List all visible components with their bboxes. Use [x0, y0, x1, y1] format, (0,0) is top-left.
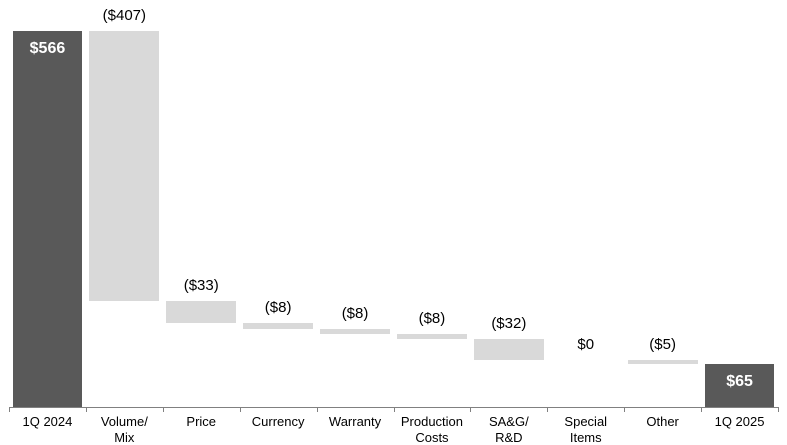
- x-axis-label-volume-mix: Volume/ Mix: [100, 414, 148, 445]
- x-axis-tick: [85, 407, 87, 412]
- value-label-other: ($5): [649, 336, 676, 354]
- x-axis-label-currency: Currency: [251, 414, 305, 429]
- value-label-production-costs: ($8): [418, 309, 446, 327]
- bar-currency: [243, 323, 314, 329]
- bar-1q-2025: [704, 363, 775, 407]
- bar-price: [166, 301, 237, 324]
- x-axis-tick: [701, 407, 703, 412]
- x-axis-label-sa-g-r-d: SA&G/ R&D: [488, 414, 529, 445]
- x-axis-tick: [778, 407, 779, 412]
- value-label-1q-2025: $65: [726, 372, 753, 390]
- x-axis-tick: [9, 407, 10, 412]
- value-label-currency: ($8): [264, 299, 292, 317]
- x-axis-tick: [316, 407, 318, 412]
- x-axis-tick: [162, 407, 164, 412]
- x-axis-tick: [239, 407, 241, 412]
- value-label-special-items: $0: [577, 336, 595, 354]
- x-axis-label-1q-2025: 1Q 2025: [714, 414, 765, 429]
- bar-sa-g-r-d: [473, 339, 544, 361]
- x-axis-label-price: Price: [186, 414, 217, 429]
- value-label-warranty: ($8): [341, 304, 369, 322]
- x-axis-label-other: Other: [646, 414, 679, 429]
- value-label-1q-2024: $566: [29, 40, 66, 57]
- value-label-sa-g-r-d: ($32): [491, 315, 527, 333]
- x-axis-label-1q-2024: 1Q 2024: [22, 414, 73, 429]
- x-axis-tick: [547, 407, 549, 412]
- bar-warranty: [320, 328, 390, 334]
- x-axis-label-production-costs: Production Costs: [400, 414, 464, 445]
- value-label-volume-mix: ($407): [102, 7, 147, 24]
- x-axis-tick: [624, 407, 626, 412]
- bar-1q-2024: [12, 31, 83, 407]
- bar-other: [627, 360, 698, 364]
- x-axis-tick: [470, 407, 472, 412]
- x-axis-tick: [393, 407, 395, 412]
- value-label-price: ($33): [183, 277, 219, 295]
- bar-production-costs: [397, 333, 467, 340]
- bar-volume-mix: [89, 31, 160, 302]
- x-axis-label-warranty: Warranty: [328, 414, 382, 429]
- x-axis-label-special-items: Special Items: [564, 414, 608, 445]
